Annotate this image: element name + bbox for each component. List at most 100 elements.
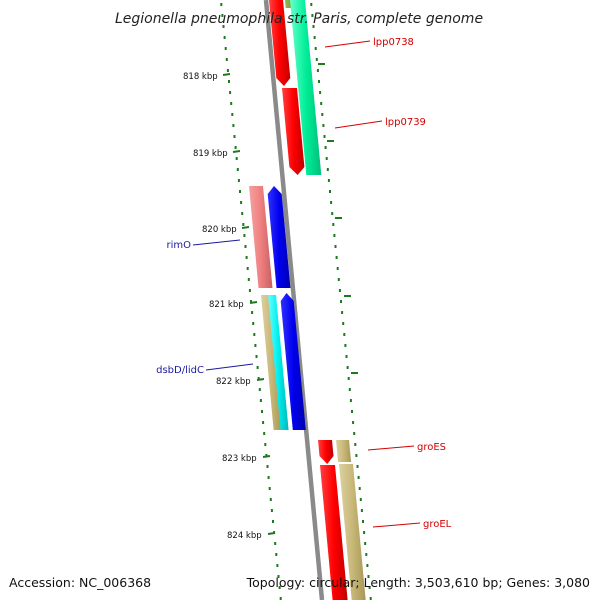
cds-red-groES[interactable] — [318, 440, 334, 464]
tick-mark — [232, 150, 241, 153]
cds-blue-rimO[interactable] — [267, 186, 291, 288]
track-dot — [357, 476, 360, 479]
leader-groEL — [372, 522, 421, 528]
track-dot — [340, 300, 342, 303]
tick-mark — [267, 532, 276, 535]
track-dot — [229, 91, 232, 94]
cds-red-lpp0739[interactable] — [282, 88, 305, 175]
track-dot — [331, 212, 334, 215]
track-dot — [266, 465, 269, 468]
track-dot — [268, 487, 271, 490]
gene-label-lpp0738[interactable]: lpp0738 — [373, 37, 414, 48]
cds-cyan-dsbD[interactable] — [268, 295, 289, 430]
track-dot — [228, 80, 230, 83]
track-dot — [345, 355, 348, 358]
track-dot — [258, 388, 261, 391]
track-dot — [359, 498, 362, 501]
gene-labels: lpp0738 lpp0739 rimO dsbD/lidC groES gro… — [156, 37, 452, 530]
track-dot — [222, 25, 225, 28]
cds-khaki-dsbD[interactable] — [261, 295, 282, 430]
track-dash — [351, 372, 358, 374]
tick-marks — [222, 73, 276, 535]
track-dot — [354, 443, 357, 446]
tick-label-818: 818 kbp — [183, 72, 218, 82]
cds-blue-dsbD[interactable] — [280, 293, 306, 430]
cds-red-lpp0738[interactable] — [269, 0, 291, 86]
track-dot — [368, 586, 371, 589]
track-dot — [226, 69, 229, 72]
genome-summary-text: Topology: circular; Length: 3,503,610 bp… — [246, 575, 590, 590]
cds-pink-rimO[interactable] — [249, 186, 273, 288]
track-dot — [267, 476, 270, 479]
track-dot — [234, 146, 237, 149]
track-dot — [316, 69, 319, 72]
track-dot — [233, 135, 236, 138]
track-dot — [237, 179, 240, 182]
track-dot — [277, 575, 280, 578]
track-dot — [355, 454, 358, 457]
track-dash — [327, 140, 334, 142]
track-dot — [343, 333, 346, 336]
track-dot — [269, 498, 272, 501]
track-dot — [366, 564, 369, 567]
track-dot — [253, 333, 256, 336]
track-dot — [363, 531, 366, 534]
rna-green-lpp0738-0739[interactable] — [290, 0, 322, 175]
track-dot — [246, 267, 249, 270]
cds-red-groEL[interactable] — [320, 465, 348, 600]
tick-labels: 818 kbp 819 kbp 820 kbp 821 kbp 822 kbp … — [183, 72, 262, 541]
track-dot — [274, 542, 277, 545]
genome-backbone — [263, 0, 325, 600]
track-dot — [256, 366, 259, 369]
gene-features — [249, 0, 366, 600]
gene-label-dsbD-lidC[interactable]: dsbD/lidC — [156, 365, 204, 376]
track-dot — [320, 102, 323, 105]
gene-label-rimO[interactable]: rimO — [166, 240, 191, 251]
track-dot — [335, 256, 338, 259]
track-dot — [329, 190, 331, 193]
track-dot — [247, 278, 250, 281]
map-title: Legionella pneumophila str. Paris, compl… — [115, 11, 483, 27]
track-dot — [262, 421, 265, 424]
track-dot — [264, 443, 267, 446]
tick-mark — [256, 378, 265, 381]
gene-label-groEL[interactable]: groEL — [423, 519, 452, 530]
track-dot — [356, 465, 359, 468]
track-dot — [341, 311, 344, 314]
tick-label-819: 819 kbp — [193, 149, 228, 159]
track-dot — [230, 102, 233, 105]
track-dot — [351, 410, 353, 413]
track-dot — [344, 344, 347, 347]
track-dot — [347, 377, 350, 380]
track-dot — [243, 234, 246, 237]
track-dot — [239, 190, 241, 193]
track-dot — [236, 168, 239, 171]
track-dot — [259, 399, 262, 402]
track-dot — [362, 520, 364, 523]
leader-rimO — [192, 239, 241, 246]
track-dot — [315, 58, 318, 61]
track-dot — [325, 157, 328, 160]
track-dot — [327, 179, 330, 182]
track-dot — [263, 432, 266, 435]
track-dot — [318, 80, 320, 83]
track-dot — [220, 3, 223, 6]
track-dot — [255, 355, 258, 358]
track-dot — [221, 14, 224, 17]
track-dot — [333, 234, 336, 237]
tick-label-823: 823 kbp — [222, 454, 257, 464]
track-dot — [244, 245, 247, 248]
gene-label-groES[interactable]: groES — [417, 442, 446, 453]
track-dot — [365, 553, 368, 556]
track-dot — [332, 223, 335, 226]
gene-label-lpp0739[interactable]: lpp0739 — [385, 117, 426, 128]
tick-mark — [222, 73, 231, 76]
leader-lpp0739 — [334, 120, 383, 129]
cds-khaki-groES[interactable] — [336, 440, 352, 462]
track-dot — [334, 245, 337, 248]
track-dot — [275, 553, 278, 556]
cds-khaki-groEL[interactable] — [339, 464, 366, 600]
track-dot — [240, 201, 243, 204]
track-dot — [250, 300, 252, 303]
